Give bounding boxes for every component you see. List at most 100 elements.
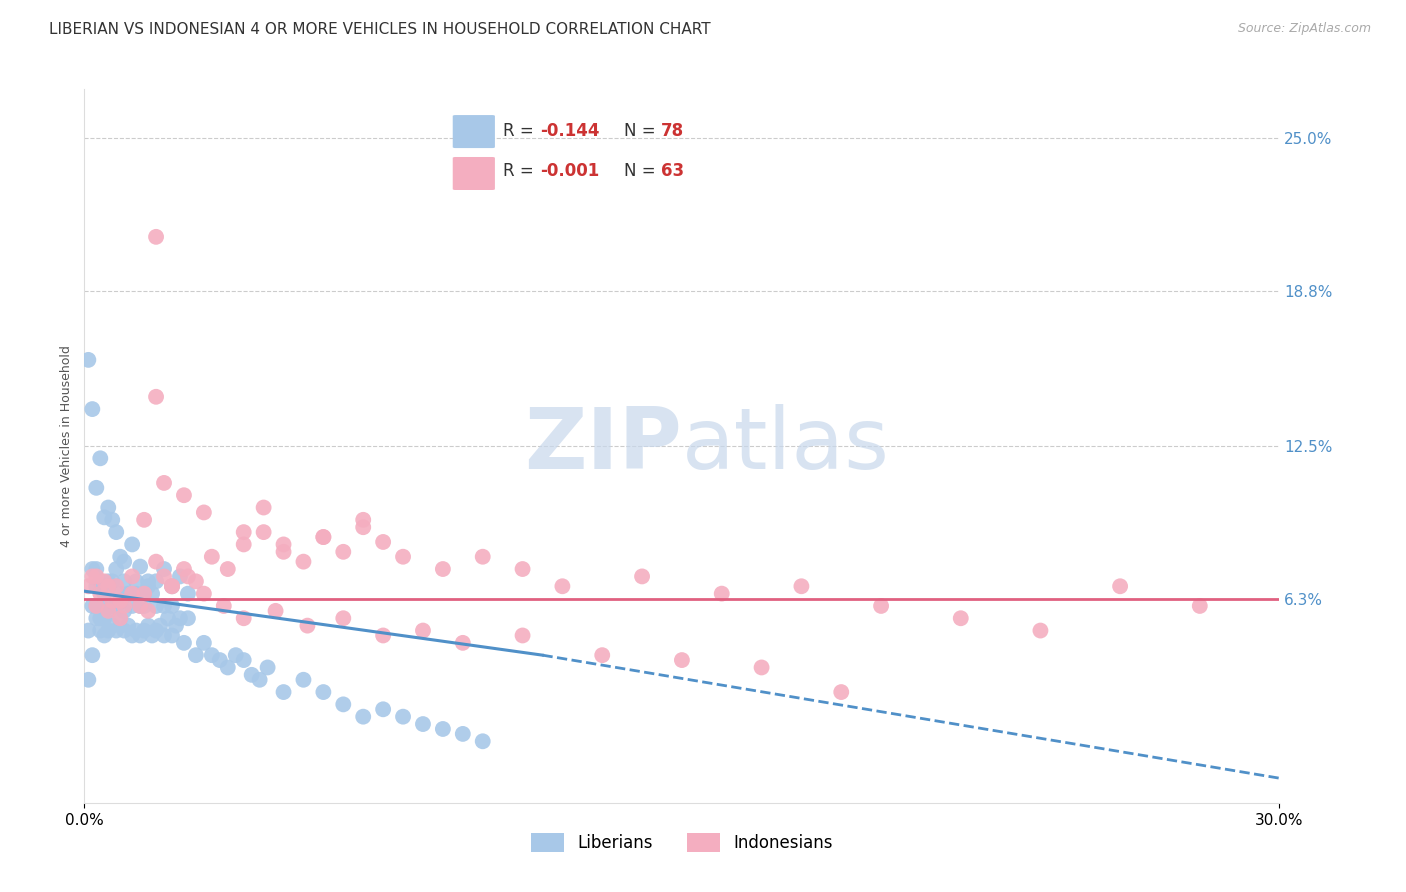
Point — [208, 653, 231, 667]
Point — [89, 611, 111, 625]
Point — [153, 569, 176, 583]
Point — [105, 562, 128, 576]
Point — [136, 604, 159, 618]
Point — [82, 648, 104, 662]
Text: ZIP: ZIP — [524, 404, 682, 488]
Point — [177, 587, 200, 601]
Point — [101, 618, 124, 632]
Point — [201, 549, 224, 564]
Point — [225, 648, 247, 662]
Point — [121, 537, 143, 551]
Point — [169, 611, 191, 625]
Legend: Liberians, Indonesians: Liberians, Indonesians — [524, 826, 839, 859]
Point — [112, 624, 135, 638]
Point — [145, 390, 167, 404]
Point — [105, 599, 128, 613]
Point — [153, 599, 176, 613]
Point — [631, 569, 654, 583]
Point — [97, 579, 120, 593]
Point — [352, 513, 374, 527]
Point — [264, 604, 287, 618]
Point — [432, 722, 454, 736]
Point — [101, 513, 124, 527]
Point — [1029, 624, 1052, 638]
Point — [121, 599, 143, 613]
Point — [110, 611, 132, 625]
Point — [86, 569, 108, 583]
Text: -0.144: -0.144 — [540, 122, 599, 140]
Text: 63: 63 — [661, 162, 683, 180]
Point — [129, 599, 152, 613]
Point — [591, 648, 613, 662]
Point — [132, 624, 156, 638]
Point — [312, 530, 335, 544]
Point — [136, 574, 159, 589]
Point — [97, 604, 120, 618]
Point — [160, 628, 183, 642]
Point — [112, 574, 135, 589]
Point — [136, 618, 159, 632]
FancyBboxPatch shape — [453, 115, 495, 148]
Point — [132, 587, 156, 601]
Point — [97, 604, 120, 618]
Point — [82, 402, 104, 417]
Point — [160, 599, 183, 613]
Point — [830, 685, 852, 699]
Point — [93, 587, 115, 601]
Point — [125, 574, 148, 589]
Point — [145, 230, 167, 244]
Point — [949, 611, 972, 625]
Point — [193, 587, 215, 601]
Point — [77, 579, 100, 593]
Point — [273, 545, 295, 559]
Point — [471, 549, 494, 564]
Point — [710, 587, 733, 601]
Point — [82, 562, 104, 576]
Point — [412, 717, 434, 731]
Point — [132, 513, 156, 527]
Point — [132, 599, 156, 613]
Point — [121, 569, 143, 583]
Point — [352, 520, 374, 534]
Point — [253, 500, 276, 515]
Point — [153, 562, 176, 576]
Point — [93, 574, 115, 589]
Point — [82, 599, 104, 613]
Point — [160, 579, 183, 593]
Point — [292, 673, 315, 687]
Point — [141, 628, 163, 642]
Point — [451, 727, 474, 741]
Point — [217, 562, 239, 576]
Point — [101, 594, 124, 608]
Point — [110, 549, 132, 564]
Point — [1188, 599, 1211, 613]
Point — [77, 624, 100, 638]
Point — [232, 611, 254, 625]
Point — [173, 636, 195, 650]
Point — [121, 587, 143, 601]
Point — [89, 624, 111, 638]
Point — [132, 587, 156, 601]
Point — [112, 555, 135, 569]
Point — [145, 574, 167, 589]
Point — [129, 599, 152, 613]
Point — [332, 698, 354, 712]
Text: -0.001: -0.001 — [540, 162, 599, 180]
Point — [86, 562, 108, 576]
Point — [149, 618, 172, 632]
Point — [184, 574, 207, 589]
Point — [201, 648, 224, 662]
Point — [273, 537, 295, 551]
Point — [870, 599, 893, 613]
Point — [97, 624, 120, 638]
Point — [551, 579, 574, 593]
Point — [352, 709, 374, 723]
Point — [671, 653, 693, 667]
Point — [169, 569, 191, 583]
Point — [77, 673, 100, 687]
Point — [153, 628, 176, 642]
Point — [373, 702, 395, 716]
Point — [136, 579, 159, 593]
Point — [332, 545, 354, 559]
Point — [373, 535, 395, 549]
